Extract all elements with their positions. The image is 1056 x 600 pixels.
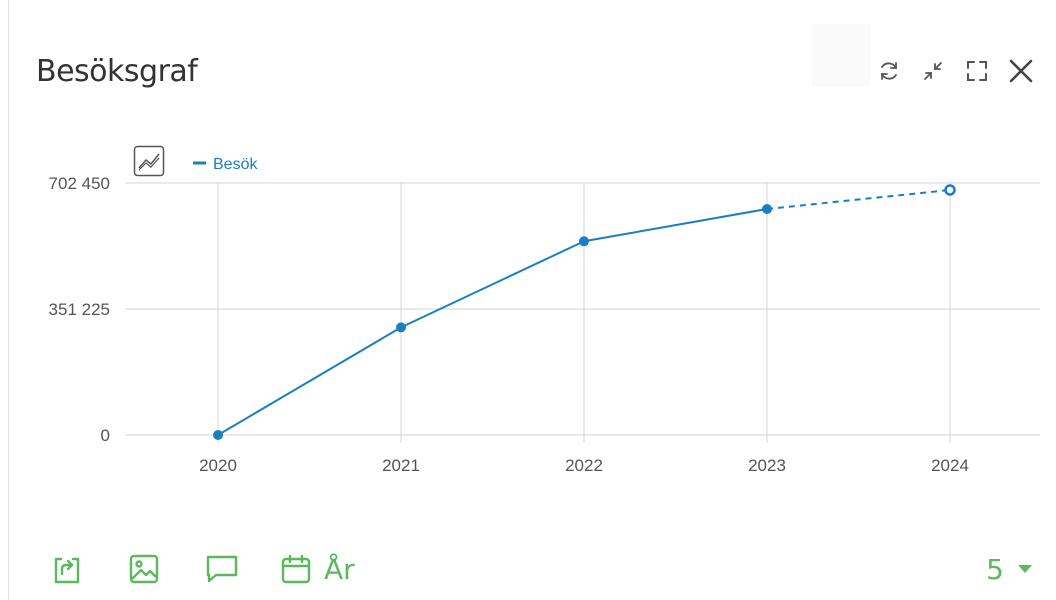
- x-tick-label: 2020: [199, 456, 237, 475]
- chart-legend: Besök: [193, 156, 258, 173]
- series-projection-line: [766, 188, 951, 210]
- export-icon: [54, 557, 80, 584]
- data-point-projected: [944, 184, 956, 196]
- close-icon[interactable]: [1006, 56, 1036, 86]
- y-tick-label: 702 450: [49, 174, 110, 193]
- panel-left-border: [8, 0, 9, 600]
- comment-icon: [206, 555, 238, 583]
- image-button[interactable]: [128, 544, 160, 594]
- calendar-icon: [281, 554, 311, 584]
- period-button[interactable]: År: [280, 544, 355, 594]
- series-besok: [213, 184, 956, 440]
- y-tick-label: 0: [101, 426, 110, 445]
- data-point: [762, 203, 772, 214]
- minimize-icon[interactable]: [918, 56, 948, 86]
- comment-button[interactable]: [205, 544, 239, 594]
- period-label: År: [324, 552, 355, 586]
- y-axis: 0 351 225 702 450: [49, 174, 110, 445]
- chart-type-icon[interactable]: [133, 145, 165, 177]
- x-tick-label: 2022: [565, 456, 603, 475]
- y-tick-label: 351 225: [49, 300, 110, 319]
- count-value: 5: [986, 552, 1004, 586]
- widget-title: Besöksgraf: [36, 54, 198, 89]
- x-tick-label: 2021: [382, 456, 420, 475]
- legend-label: Besök: [213, 156, 258, 173]
- data-point: [579, 236, 589, 247]
- data-point: [213, 430, 223, 440]
- chart-area: Besök 0 351 225 702 450 2020 2021 2022 2023 20…: [0, 140, 1056, 490]
- count-select[interactable]: 5: [986, 544, 1032, 594]
- refresh-icon[interactable]: [874, 56, 904, 86]
- export-button[interactable]: [52, 544, 82, 594]
- image-icon: [129, 554, 159, 584]
- header-spacer: [812, 24, 870, 86]
- caret-down-icon: [1018, 565, 1032, 573]
- window-controls: [874, 56, 1036, 86]
- x-tick-label: 2024: [931, 456, 969, 475]
- x-tick-label: 2023: [748, 456, 786, 475]
- x-axis: 2020 2021 2022 2023 2024: [199, 456, 969, 475]
- fullscreen-icon[interactable]: [962, 56, 992, 86]
- widget-toolbar: År 5: [0, 544, 1056, 594]
- chart-grid: [125, 182, 1040, 443]
- series-line: [217, 208, 768, 436]
- data-point: [396, 322, 406, 333]
